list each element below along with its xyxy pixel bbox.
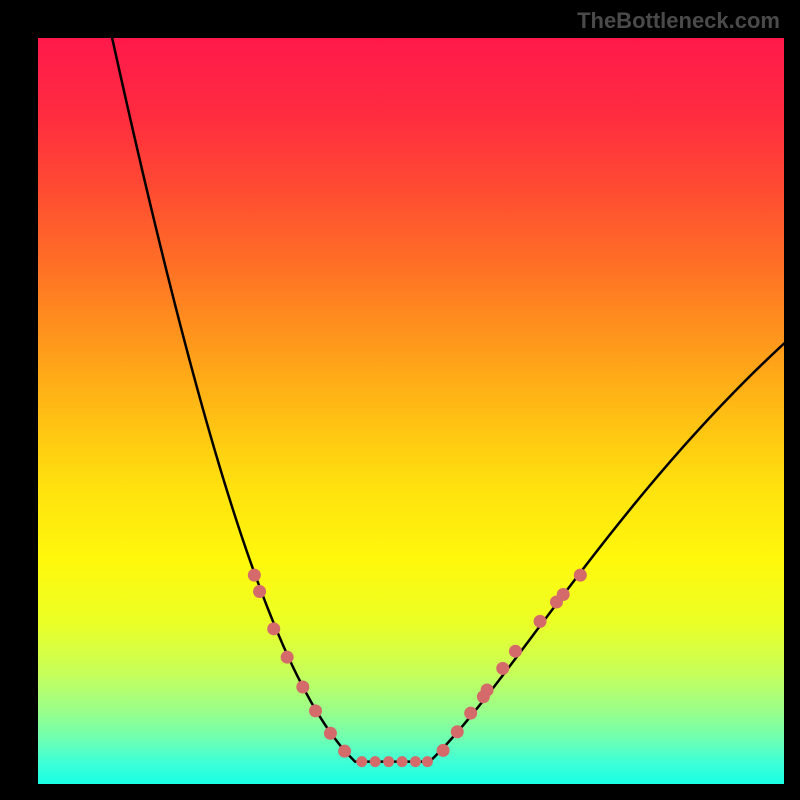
curve-marker [464, 707, 477, 720]
curve-marker [370, 756, 381, 767]
curve-marker [338, 745, 351, 758]
curve-marker [451, 725, 464, 738]
curve-marker [437, 744, 450, 757]
curve-marker [422, 756, 433, 767]
curve-marker [509, 645, 522, 658]
curve-marker [534, 615, 547, 628]
curve-marker [477, 690, 490, 703]
curve-marker [356, 756, 367, 767]
plot-area [38, 38, 784, 784]
curve-marker [309, 704, 322, 717]
curve-marker [267, 622, 280, 635]
curve-marker [248, 569, 261, 582]
curve-markers [248, 569, 587, 768]
curve-marker [281, 651, 294, 664]
curve-marker [410, 756, 421, 767]
chart-root: TheBottleneck.com [0, 0, 800, 800]
watermark-text: TheBottleneck.com [577, 8, 780, 34]
curve-marker [253, 585, 266, 598]
curve-marker [296, 681, 309, 694]
curve-marker [324, 727, 337, 740]
curve-marker [496, 662, 509, 675]
curve-marker [397, 756, 408, 767]
curve-marker [557, 588, 570, 601]
curve-marker [383, 756, 394, 767]
bottleneck-curve [38, 38, 784, 784]
curve-marker [574, 569, 587, 582]
